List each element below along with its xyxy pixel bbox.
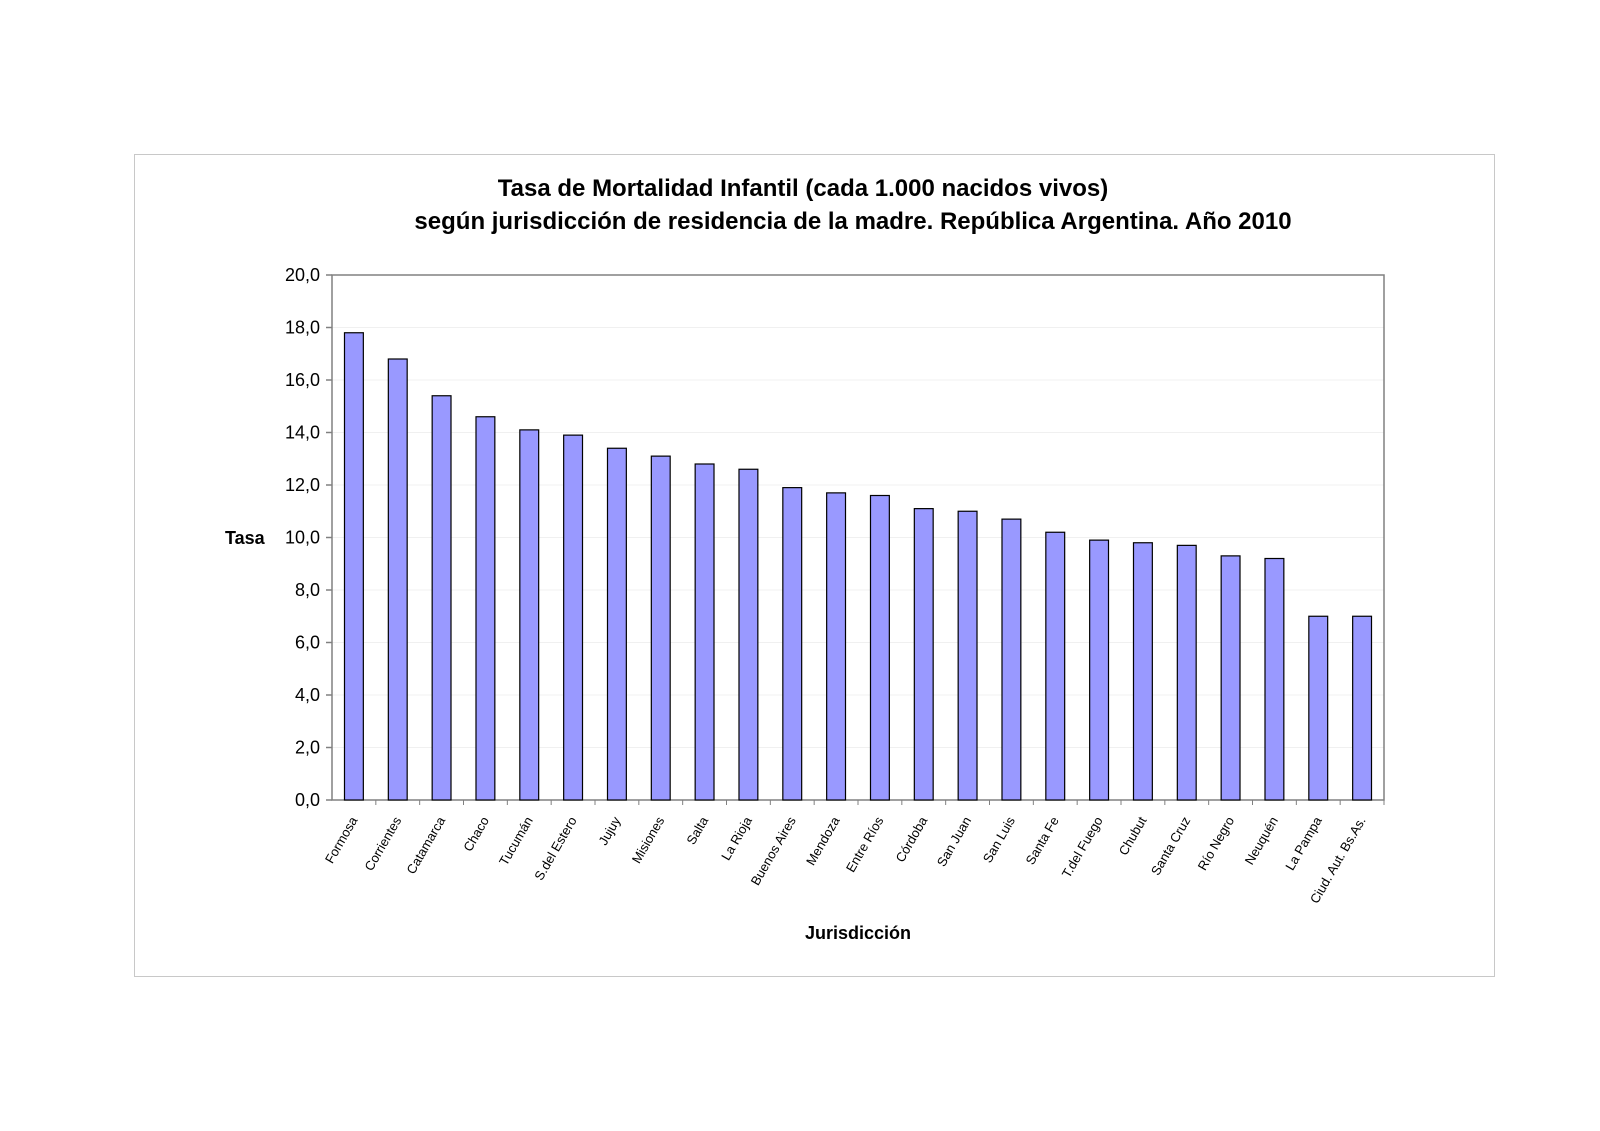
y-tick-label: 14,0 — [285, 423, 320, 443]
bar — [563, 434, 584, 801]
x-category-label: Formosa — [322, 813, 361, 866]
y-tick-label: 16,0 — [285, 370, 320, 390]
x-axis-title: Jurisdicción — [805, 923, 911, 943]
bar — [1352, 615, 1373, 801]
x-category-label: Buenos Aires — [748, 814, 800, 888]
y-tick-label: 2,0 — [295, 738, 320, 758]
x-category-label: Santa Cruz — [1148, 814, 1194, 878]
bar — [1220, 555, 1241, 801]
bar — [606, 447, 627, 801]
bar — [1045, 531, 1066, 801]
chart-subtitle: según jurisdicción de residencia de la m… — [414, 208, 1291, 235]
bar — [1089, 539, 1110, 801]
x-category-label: Jujuy — [595, 814, 623, 848]
x-category-label: Tucumán — [496, 814, 536, 868]
bar — [475, 416, 496, 801]
x-category-label: Chaco — [460, 814, 492, 854]
bar — [913, 508, 934, 801]
y-tick-label: 18,0 — [285, 318, 320, 338]
y-tick-label: 4,0 — [295, 685, 320, 705]
bar — [782, 487, 803, 801]
x-category-label: Misiones — [629, 814, 668, 866]
x-category-label: La Pampa — [1282, 813, 1325, 872]
chart-title: Tasa de Mortalidad Infantil (cada 1.000 … — [498, 175, 1108, 202]
x-category-label: Entre Ríos — [843, 814, 887, 875]
y-tick-label: 0,0 — [295, 790, 320, 810]
bar — [1308, 615, 1329, 801]
y-axis-title: Tasa — [225, 528, 266, 548]
bar — [694, 463, 715, 801]
bar — [1264, 557, 1285, 801]
bar — [1001, 518, 1022, 801]
x-axis-category-labels: Formosa Corrientes Catamarca Chaco TucumánS.… — [322, 800, 1385, 906]
x-category-label: San Juan — [934, 814, 974, 869]
x-category-label: Mendoza — [803, 813, 843, 867]
x-category-label: Corrientes — [361, 814, 404, 874]
x-category-label: Salta — [683, 813, 711, 847]
bar — [1132, 542, 1153, 801]
x-category-label: Río Negro — [1195, 814, 1238, 873]
x-category-label: T.del Fuego — [1059, 814, 1106, 880]
x-category-label: Córdoba — [892, 813, 930, 864]
y-tick-label: 8,0 — [295, 580, 320, 600]
bar — [519, 429, 540, 801]
x-category-label: Santa Fe — [1022, 814, 1061, 867]
x-category-label: Catamarca — [403, 813, 448, 876]
bars — [343, 332, 1373, 801]
y-tick-label: 12,0 — [285, 475, 320, 495]
bar — [387, 358, 408, 801]
x-category-label: San Luis — [980, 814, 1019, 866]
x-category-label: La Rioja — [718, 813, 755, 862]
bar — [957, 510, 978, 801]
bar — [650, 455, 671, 801]
y-tick-label: 20,0 — [285, 265, 320, 285]
x-category-label: Chubut — [1116, 814, 1150, 858]
bar — [343, 332, 364, 801]
bar — [869, 494, 890, 801]
bar — [431, 395, 452, 801]
x-category-label: S.del Estero — [531, 814, 579, 883]
y-tick-label: 10,0 — [285, 528, 320, 548]
x-category-label: Neuquén — [1242, 814, 1281, 867]
bar — [1176, 544, 1197, 801]
gridlines — [332, 327, 1384, 748]
bar — [738, 468, 759, 801]
y-axis-ticks: 0,0 2,0 4,0 6,0 8,0 10,0 12,0 14,0 16,0 18,0 20,0 — [285, 265, 332, 810]
y-tick-label: 6,0 — [295, 633, 320, 653]
bar — [826, 492, 847, 801]
bar-chart: Tasa de Mortalidad Infantil (cada 1.000 … — [225, 175, 1385, 943]
chart-frame: Tasa de Mortalidad Infantil (cada 1.000 … — [134, 154, 1495, 977]
